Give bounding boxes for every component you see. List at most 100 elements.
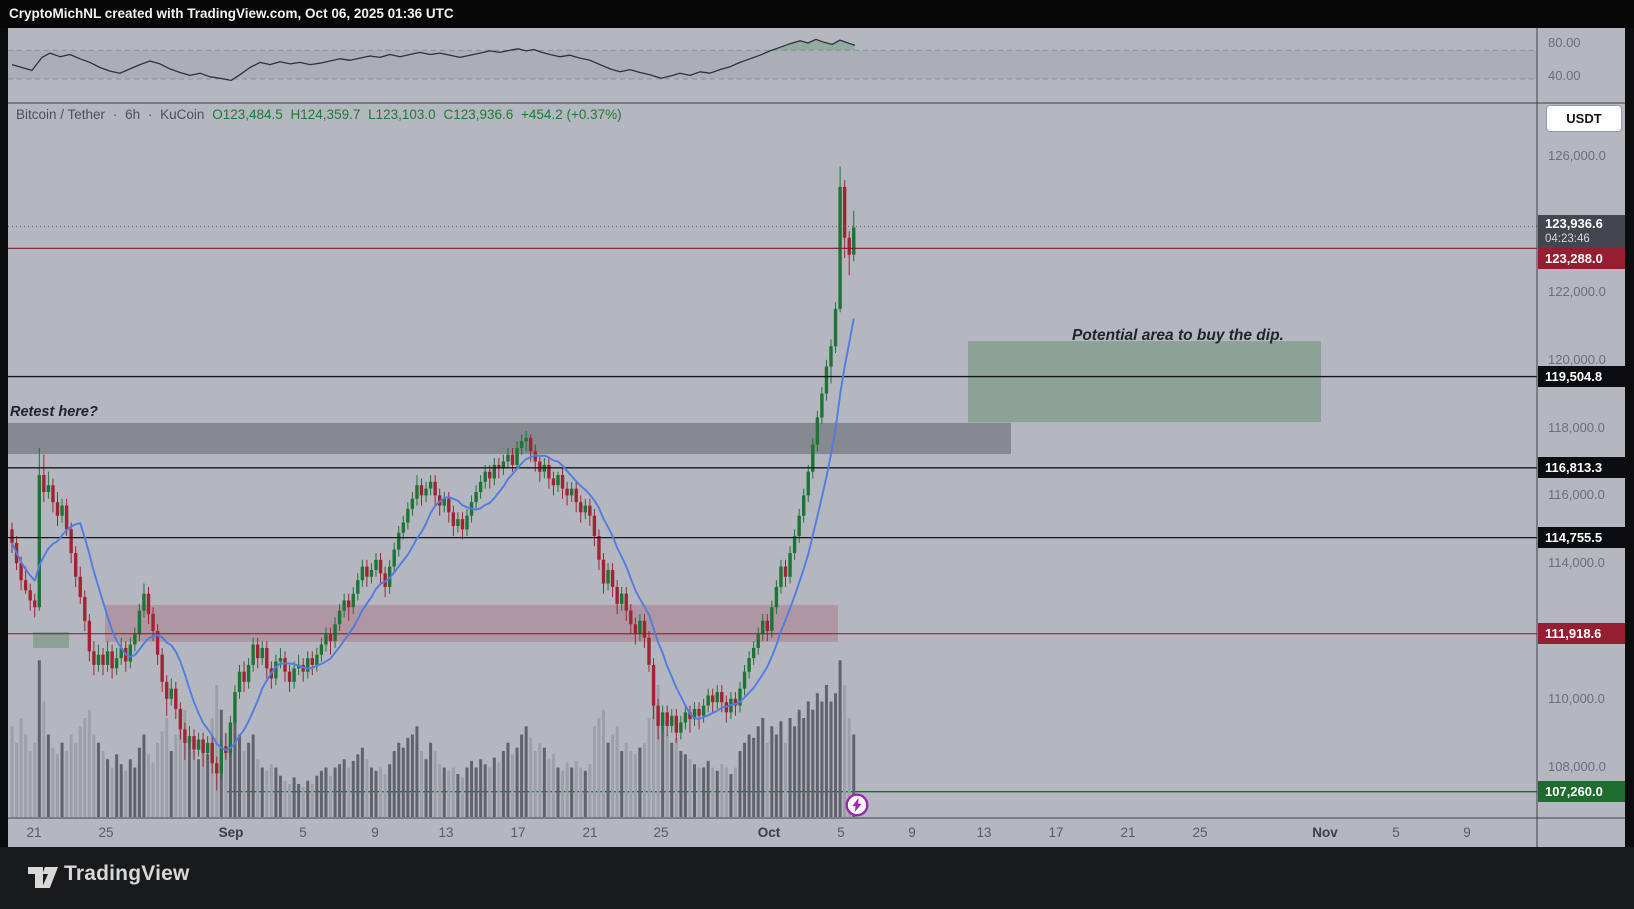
supply-retest-zone[interactable] xyxy=(8,422,1011,455)
volume-bar xyxy=(356,754,360,817)
volume-bar xyxy=(324,767,328,817)
candle-down xyxy=(642,620,647,638)
chart-plot[interactable] xyxy=(8,28,1625,847)
candle-up xyxy=(483,471,487,482)
candle-up xyxy=(128,644,132,662)
volume-bar xyxy=(128,759,132,817)
volume-bar xyxy=(438,764,442,817)
interval-label[interactable]: 6h xyxy=(125,107,141,122)
candle-down xyxy=(447,498,451,513)
candle-up xyxy=(406,508,410,523)
candle-down xyxy=(23,580,28,591)
demand-zone[interactable] xyxy=(105,604,838,642)
time-axis-tick: 25 xyxy=(1192,825,1208,840)
time-axis-tick: 25 xyxy=(98,825,114,840)
candle-down xyxy=(347,600,351,608)
small-demand-zone[interactable] xyxy=(33,632,69,648)
currency-usdt-button[interactable]: USDT xyxy=(1547,106,1621,131)
volume-bar xyxy=(274,767,278,817)
volume-bar xyxy=(133,767,137,817)
volume-bar xyxy=(119,764,123,817)
volume-bar xyxy=(69,734,73,817)
chart-canvas[interactable]: Bitcoin / Tether · 6h · KuCoin O123,484.… xyxy=(8,28,1625,847)
volume-bar xyxy=(242,751,246,817)
volume-bar xyxy=(670,742,674,817)
price-axis-tick: 114,000.0 xyxy=(1548,555,1605,571)
candle-up xyxy=(319,644,324,655)
volume-bar xyxy=(310,784,314,817)
candle-up xyxy=(788,553,792,577)
volume-bar xyxy=(10,726,14,817)
volume-bar xyxy=(96,742,100,817)
candle-down xyxy=(419,485,424,496)
volume-bar xyxy=(633,754,637,817)
volume-bar xyxy=(51,747,55,817)
price-axis-tick: 116,000.0 xyxy=(1548,487,1605,503)
tradingview-logo-icon[interactable] xyxy=(28,862,58,890)
level-price-label: 111,918.6 xyxy=(1538,623,1625,645)
volume-bar xyxy=(315,775,319,817)
candle-down xyxy=(551,478,556,486)
volume-bar xyxy=(724,767,728,817)
volume-bar xyxy=(647,718,651,817)
level-price-label: 119,504.8 xyxy=(1538,366,1625,388)
volume-bar xyxy=(747,734,751,817)
candle-up xyxy=(37,475,41,608)
volume-bar xyxy=(424,759,428,817)
volume-bar xyxy=(474,767,478,817)
price-axis[interactable]: 80.00 40.00 126,000.0 122,000.0 120,000.0 118… xyxy=(1538,28,1625,847)
candle-down xyxy=(656,705,660,726)
volume-bar xyxy=(574,760,578,817)
time-axis-tick: 21 xyxy=(1120,825,1136,840)
candle-down xyxy=(328,634,333,642)
ohlc-close: C123,936.6 xyxy=(443,107,514,122)
volume-bar xyxy=(174,734,178,817)
candle-up xyxy=(351,593,355,608)
last-price-value: 123,936.6 xyxy=(1545,216,1603,232)
symbol-name: Bitcoin / Tether xyxy=(16,107,106,122)
volume-bar xyxy=(56,754,59,817)
candle-up xyxy=(333,624,337,642)
candle-up xyxy=(196,739,201,750)
candle-up xyxy=(852,227,856,255)
candle-down xyxy=(497,464,501,469)
volume-bar xyxy=(301,787,305,817)
candle-up xyxy=(679,722,683,733)
volume-bar xyxy=(834,693,838,817)
volume-bar xyxy=(765,742,769,817)
candle-up xyxy=(524,437,528,442)
volume-bar xyxy=(688,759,692,817)
candle-down xyxy=(460,519,465,530)
symbol-legend[interactable]: Bitcoin / Tether · 6h · KuCoin O123,484.… xyxy=(16,107,626,122)
candle-down xyxy=(110,651,114,669)
candle-up xyxy=(774,586,779,608)
candle-up xyxy=(46,485,51,493)
candle-up xyxy=(797,515,801,537)
ohlc-high: H124,359.7 xyxy=(290,107,361,122)
candle-up xyxy=(133,634,137,645)
annotation-buy-the-dip[interactable]: Potential area to buy the dip. xyxy=(1072,327,1284,344)
candle-down xyxy=(601,559,606,584)
level-price-label: 123,288.0 xyxy=(1538,248,1625,270)
volume-bar xyxy=(488,767,492,817)
volume-bar xyxy=(479,759,483,817)
volume-bar xyxy=(183,709,187,817)
candle-up xyxy=(824,366,829,394)
lightning-bolt-icon[interactable] xyxy=(845,793,869,817)
volume-bar xyxy=(802,718,806,817)
buy-the-dip-zone[interactable] xyxy=(968,341,1321,423)
candle-down xyxy=(688,712,692,720)
tradingview-brand-text[interactable]: TradingView xyxy=(64,862,190,885)
annotation-retest-here[interactable]: Retest here? xyxy=(10,404,98,420)
volume-bar xyxy=(638,747,642,817)
volume-bar xyxy=(201,747,205,817)
candle-down xyxy=(287,671,292,682)
volume-bar xyxy=(533,751,537,817)
candle-up xyxy=(397,532,401,550)
volume-bar xyxy=(620,751,624,817)
candle-up xyxy=(670,715,674,726)
candle-up xyxy=(205,742,210,754)
candle-up xyxy=(292,668,296,682)
time-axis[interactable]: 21 25 Sep 5 9 13 17 21 25 Oct 5 9 13 17 21 25 Nov 5 9 xyxy=(8,819,1537,847)
volume-bar xyxy=(665,734,669,817)
